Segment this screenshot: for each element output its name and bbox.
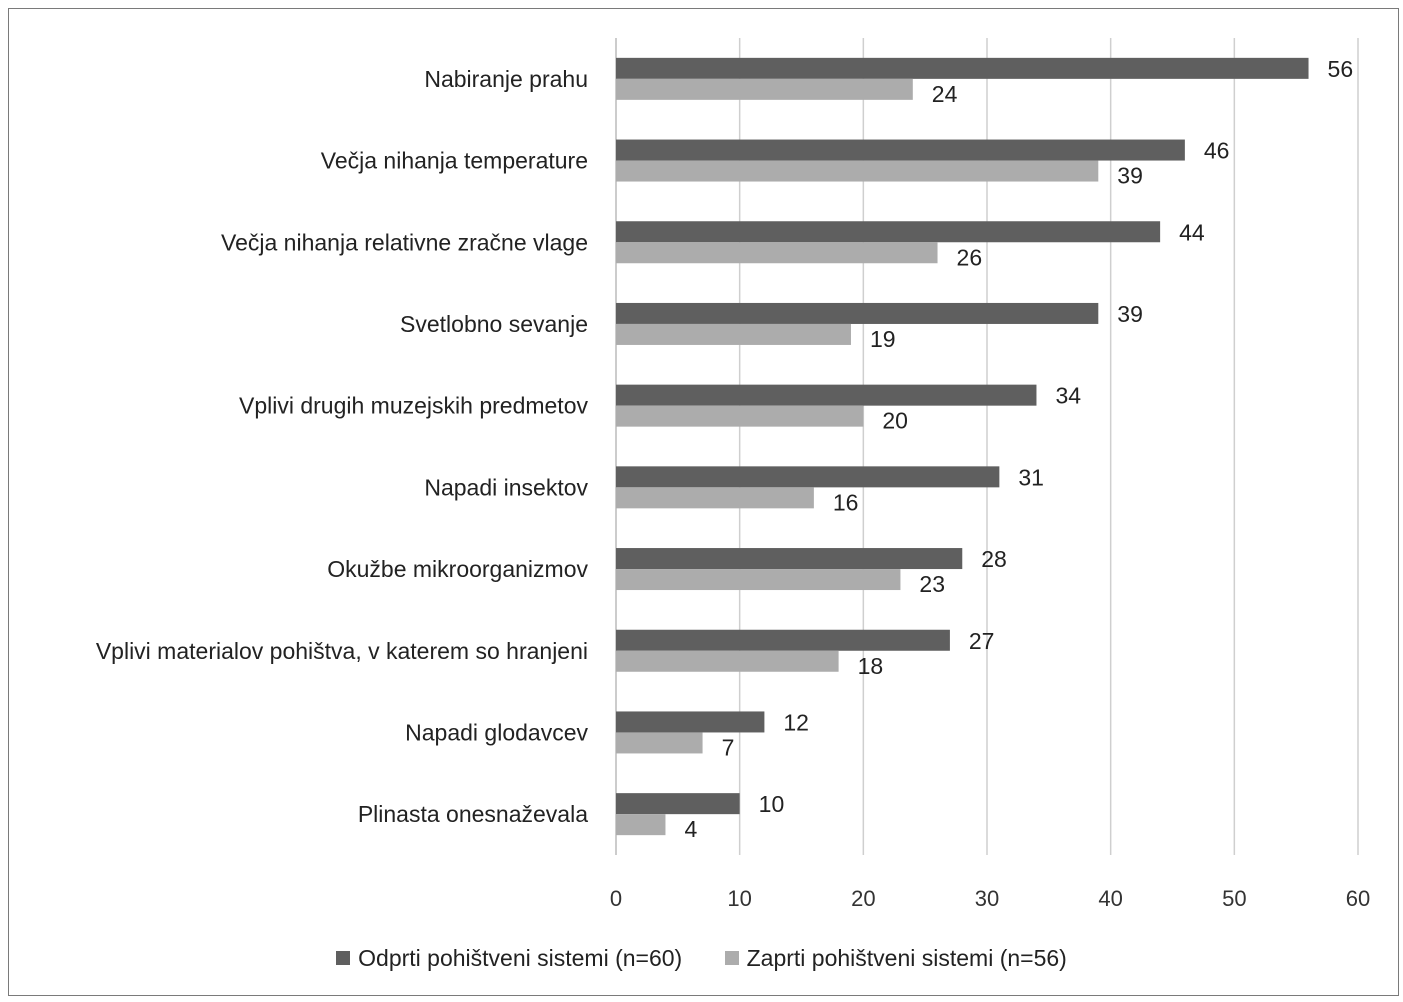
legend-label-closed: Zaprti pohištveni sistemi (n=56)	[746, 944, 1067, 971]
bar-open	[616, 466, 1000, 488]
x-tick-label-30: 30	[975, 886, 999, 911]
data-label-open: 27	[969, 628, 995, 654]
bar-open	[616, 57, 1309, 79]
bar-closed	[616, 405, 864, 427]
data-label-open: 10	[759, 791, 785, 817]
category-label: Svetlobno sevanje	[400, 311, 588, 337]
data-label-closed: 24	[932, 81, 958, 107]
legend-swatch-closed	[724, 951, 739, 965]
data-label-open: 44	[1179, 219, 1205, 245]
data-label-closed: 19	[870, 326, 896, 352]
bar-closed	[616, 650, 839, 672]
legend-item-closed: Zaprti pohištveni sistemi (n=56)	[724, 944, 1067, 972]
data-label-closed: 39	[1117, 163, 1143, 189]
legend-item-open: Odprti pohištveni sistemi (n=60)	[336, 945, 682, 972]
category-label: Plinasta onesnaževala	[358, 801, 588, 827]
data-label-open: 56	[1328, 56, 1354, 82]
legend: Odprti pohištveni sistemi (n=60) Zaprti …	[0, 944, 1403, 972]
bar-open	[616, 221, 1161, 243]
category-label: Večja nihanja relativne zračne vlage	[221, 229, 588, 255]
data-label-closed: 23	[919, 571, 945, 597]
data-label-closed: 7	[722, 734, 735, 760]
bar-closed	[616, 323, 851, 345]
x-tick-label-50: 50	[1222, 886, 1246, 911]
bar-closed	[616, 78, 913, 100]
data-label-open: 39	[1117, 301, 1143, 327]
data-label-open: 28	[981, 546, 1007, 572]
category-label: Napadi insektov	[424, 474, 588, 500]
bar-open	[616, 711, 765, 733]
data-label-open: 34	[1055, 383, 1081, 409]
x-tick-label-10: 10	[727, 886, 751, 911]
legend-swatch-open	[336, 951, 351, 965]
data-label-closed: 4	[684, 816, 697, 842]
bar-open	[616, 302, 1099, 324]
category-label: Večja nihanja temperature	[321, 148, 588, 174]
category-label: Vplivi drugih muzejskih predmetov	[239, 393, 588, 419]
bar-closed	[616, 569, 901, 591]
bar-open	[616, 384, 1037, 406]
bar-open	[616, 793, 740, 815]
category-label: Napadi glodavcev	[405, 719, 588, 745]
bar-closed	[616, 160, 1099, 182]
bar-open	[616, 548, 963, 570]
bar-closed	[616, 814, 666, 836]
x-tick-label-40: 40	[1098, 886, 1122, 911]
bar-open	[616, 139, 1185, 161]
data-label-closed: 26	[957, 244, 983, 270]
category-label: Nabiranje prahu	[424, 66, 588, 92]
bar-closed	[616, 242, 938, 264]
data-label-open: 12	[783, 709, 809, 735]
bar-open	[616, 629, 950, 651]
data-label-open: 31	[1018, 464, 1044, 490]
bar-closed	[616, 487, 814, 509]
x-tick-label-0: 0	[610, 886, 622, 911]
bar-closed	[616, 732, 703, 754]
data-label-closed: 20	[882, 408, 908, 434]
legend-label-open: Odprti pohištveni sistemi (n=60)	[358, 944, 683, 971]
data-label-closed: 16	[833, 489, 859, 515]
data-label-closed: 18	[858, 653, 884, 679]
x-tick-label-20: 20	[851, 886, 875, 911]
category-label: Vplivi materialov pohištva, v katerem so…	[96, 638, 588, 664]
data-label-open: 46	[1204, 138, 1230, 164]
x-tick-label-60: 60	[1346, 886, 1370, 911]
category-label: Okužbe mikroorganizmov	[327, 556, 588, 582]
